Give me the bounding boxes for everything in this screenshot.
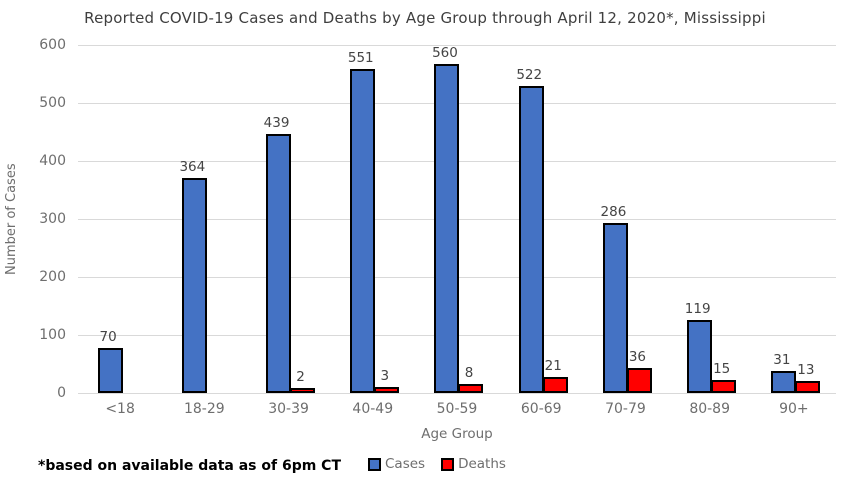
deaths-data-label: 36 [628,349,647,366]
bar-group-<18: 70 <18 [78,45,162,417]
gridline-0 [78,392,836,394]
legend-label-cases: Cases [385,456,426,472]
legend: Cases Deaths [368,456,506,472]
y-tick-label-500: 500 [39,95,66,111]
x-tick-label-70-79: 70-79 [605,401,646,417]
cases-bar [266,134,292,393]
cases-data-label: 70 [99,329,117,346]
x-tick-label-90+: 90+ [779,401,809,417]
deaths-data-label: 3 [380,368,390,385]
bar-group-60-69: 522 21 60-69 [499,45,583,417]
cases-bar-slot: 551 [348,50,376,393]
cases-bar-slot: 31 [771,352,797,393]
footnote: *based on available data as of 6pm CT [38,458,341,474]
cases-bar [687,319,713,393]
legend-item-cases: Cases [368,456,425,472]
deaths-bar-slot: 13 [795,362,821,393]
deaths-bar-slot: 15 [711,361,737,393]
y-tick-label-600: 600 [39,37,66,53]
cases-bar-slot: 522 [516,67,544,393]
y-tick-label-100: 100 [39,327,66,343]
cases-data-label: 560 [432,45,458,62]
bar-group-30-39: 439 2 30-39 [246,45,330,417]
cases-bar-slot: 70 [97,329,123,393]
deaths-bar [626,368,652,393]
bar-group-80-89: 119 15 80-89 [668,45,752,417]
cases-bar [771,371,797,393]
deaths-data-label: 13 [797,362,815,379]
cases-bar-slot: 119 [685,301,713,393]
deaths-data-label: 2 [296,368,305,385]
deaths-bar [795,381,821,393]
legend-swatch-cases [368,457,381,471]
x-tick-label-60-69: 60-69 [520,401,562,417]
y-tick-label-200: 200 [39,269,66,285]
x-tick-label-50-59: 50-59 [436,401,478,417]
cases-bar [518,86,544,393]
deaths-bar-slot: 3 [374,368,400,393]
gridline-600 [78,44,836,46]
cases-data-label: 119 [684,300,711,317]
cases-bar [602,223,628,393]
deaths-data-label: 15 [713,361,731,378]
cases-bar [97,348,123,393]
deaths-bar-slot: 2 [290,369,316,393]
x-tick-label-30-39: 30-39 [268,401,309,417]
plot-area: 0 100 200 300 400 500 600 70 <18 364 18-29 439 2 30-3… [39,37,836,417]
cases-bar-slot: 364 [179,159,207,393]
x-tick-label-80-89: 80-89 [689,401,730,417]
deaths-bar [290,387,316,393]
deaths-bar-slot: 21 [542,358,568,393]
bar-group-70-79: 286 36 70-79 [583,45,667,417]
legend-swatch-deaths [441,457,455,471]
bar-group-18-29: 364 18-29 [162,45,246,417]
deaths-bar [542,376,568,393]
bar-group-40-49: 551 3 40-49 [331,45,415,417]
y-tick-label-400: 400 [39,153,66,169]
x-axis-title: Age Group [421,426,493,442]
cases-data-label: 439 [263,115,290,132]
deaths-bar [458,384,484,393]
cases-bar [181,177,207,393]
cases-bar-slot: 560 [432,45,460,393]
legend-item-deaths: Deaths [441,456,506,472]
y-axis-title: Number of Cases [4,163,19,275]
cases-bar-slot: 286 [601,204,628,393]
cases-data-label: 551 [347,50,374,67]
x-tick-label-40-49: 40-49 [352,401,394,417]
cases-data-label: 31 [773,352,791,369]
chart-title: Reported COVID-19 Cases and Deaths by Ag… [84,9,766,27]
y-tick-label-300: 300 [39,211,66,227]
cases-data-label: 286 [600,204,627,221]
cases-bar-slot: 439 [264,115,292,393]
deaths-bar [711,380,737,393]
cases-data-label: 522 [516,67,543,84]
cases-bar [350,69,376,393]
bar-group-90+: 31 13 90+ [752,45,836,417]
deaths-bar [374,387,400,393]
x-tick-label-18-29: 18-29 [183,401,225,417]
cases-data-label: 364 [179,158,206,175]
deaths-data-label: 8 [464,365,474,382]
bar-group-50-59: 560 8 50-59 [415,45,499,417]
deaths-data-label: 21 [544,357,562,374]
cases-bar [434,64,460,393]
deaths-bar-slot: 8 [458,365,484,393]
legend-label-deaths: Deaths [458,456,506,472]
deaths-bar-slot: 36 [626,349,652,393]
x-tick-label-<18: <18 [105,401,135,417]
y-tick-label-0: 0 [57,385,66,401]
